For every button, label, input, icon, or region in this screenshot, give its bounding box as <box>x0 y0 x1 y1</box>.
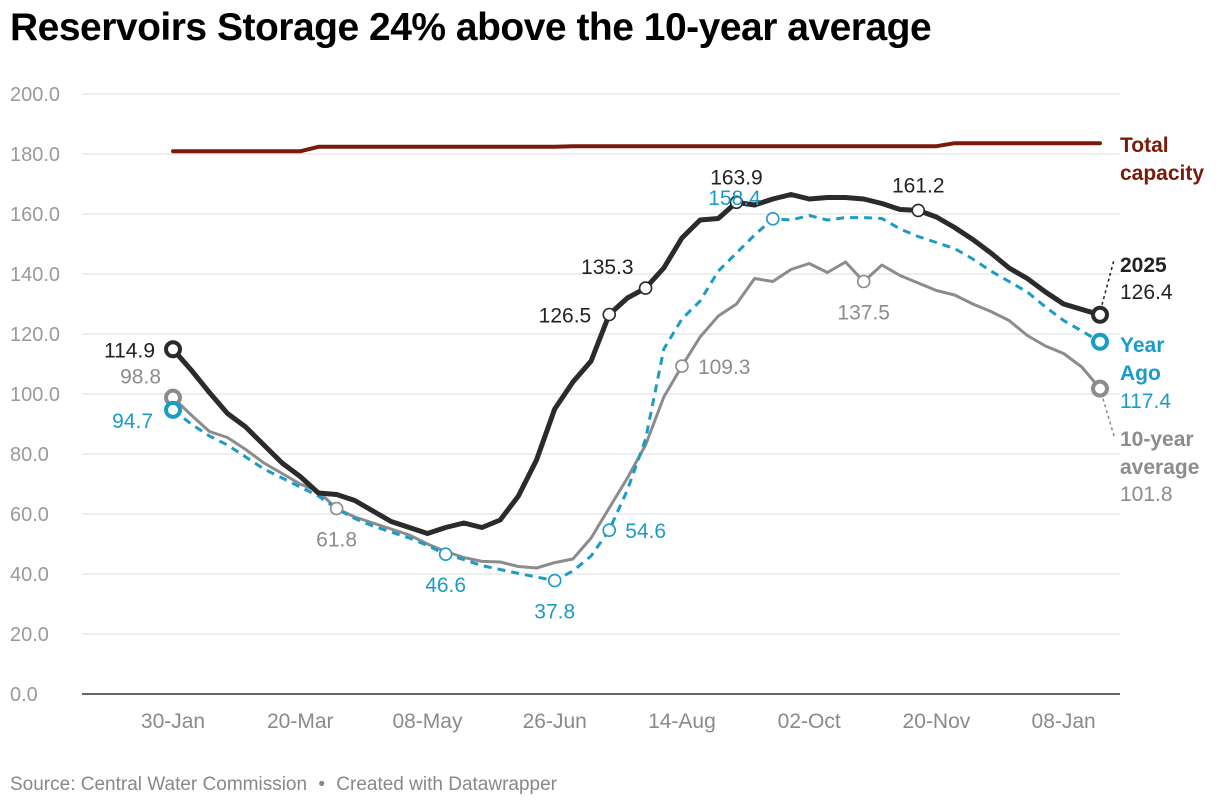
ten_year-marker <box>329 501 344 516</box>
annotations: 98.861.8109.3137.594.746.637.854.6158.41… <box>104 134 1204 624</box>
ten_year-line <box>171 260 1102 570</box>
series-name-label: average <box>1120 456 1199 479</box>
series-end-value: 101.8 <box>1120 483 1173 506</box>
leader-line <box>1102 398 1115 437</box>
x-tick-label: 08-May <box>392 710 463 733</box>
year_ago-marker <box>1091 332 1109 351</box>
y-tick-label: 80.0 <box>10 444 49 466</box>
series-markers <box>164 195 1109 588</box>
leader-line <box>1101 259 1115 305</box>
capacity-line <box>171 141 1102 154</box>
ten_year-value-label: 137.5 <box>837 302 890 325</box>
current-value-label: 135.3 <box>581 256 634 279</box>
series-end-value: 117.4 <box>1120 390 1171 413</box>
series-name-label: 2025 <box>1120 254 1167 277</box>
year_ago-marker <box>438 547 453 562</box>
y-tick-label: 160.0 <box>10 204 60 226</box>
current-line <box>170 192 1103 536</box>
chart-title: Reservoirs Storage 24% above the 10-year… <box>10 6 932 49</box>
y-tick-label: 60.0 <box>10 504 49 526</box>
y-tick-label: 140.0 <box>10 264 60 286</box>
y-tick-label: 100.0 <box>10 384 60 406</box>
credit-link[interactable]: Created with Datawrapper <box>336 774 557 795</box>
year_ago-value-label: 158.4 <box>708 187 761 210</box>
y-tick-label: 0.0 <box>10 684 38 706</box>
year_ago-line <box>172 214 1101 583</box>
x-tick-label: 30-Jan <box>141 710 205 733</box>
ten_year-value-label: 109.3 <box>698 356 751 379</box>
x-tick-label: 26-Jun <box>523 710 587 733</box>
current-marker <box>1091 305 1109 324</box>
y-axis-ticks: 0.0 20.0 40.0 60.0 80.0 100.0 120.0 140.0 160.0 1… <box>10 84 60 706</box>
x-tick-label: 20-Mar <box>267 710 334 733</box>
year_ago-value-label: 46.6 <box>425 574 466 597</box>
series-end-value: 126.4 <box>1120 281 1173 304</box>
year_ago-marker <box>547 573 562 588</box>
current-marker <box>911 203 926 218</box>
current-marker <box>164 340 182 359</box>
year_ago-marker <box>766 212 780 226</box>
gridlines <box>82 93 1120 695</box>
year_ago-marker <box>164 400 182 419</box>
x-tick-label: 14-Aug <box>648 710 716 733</box>
ten_year-marker <box>1091 379 1109 398</box>
line-chart: 0.0 20.0 40.0 60.0 80.0 100.0 120.0 140.0 160.0 1… <box>10 84 1204 733</box>
x-tick-label: 20-Nov <box>903 710 971 733</box>
series-name-label: Year <box>1120 334 1164 357</box>
ten_year-value-label: 98.8 <box>120 366 161 389</box>
current-value-label: 161.2 <box>892 174 945 197</box>
ten_year-marker <box>856 274 871 289</box>
y-tick-label: 120.0 <box>10 324 60 346</box>
current-value-label: 126.5 <box>539 305 592 328</box>
current-value-label: 163.9 <box>710 166 763 189</box>
year_ago-value-label: 94.7 <box>112 410 153 433</box>
footer: Source: Central Water Commission • Creat… <box>10 774 557 796</box>
x-tick-label: 08-Jan <box>1032 710 1096 733</box>
ten_year-value-label: 61.8 <box>316 529 357 552</box>
current-value-label: 114.9 <box>104 339 155 362</box>
y-tick-label: 40.0 <box>10 564 49 586</box>
source-note: Source: Central Water Commission <box>10 774 308 795</box>
y-tick-label: 180.0 <box>10 144 60 166</box>
series-name-label: Ago <box>1120 362 1161 385</box>
year_ago-value-label: 37.8 <box>534 601 575 624</box>
x-axis-ticks: 30-Jan 20-Mar 08-May 26-Jun 14-Aug 02-Oct 20-N… <box>141 710 1096 733</box>
current-marker <box>638 281 653 295</box>
year_ago-value-label: 54.6 <box>625 520 666 543</box>
ten_year-marker <box>675 359 689 373</box>
footer-separator: • <box>318 774 325 795</box>
year_ago-marker <box>602 523 617 538</box>
series-name-label: capacity <box>1120 162 1204 185</box>
current-marker <box>729 195 744 210</box>
y-tick-label: 20.0 <box>10 624 49 646</box>
x-tick-label: 02-Oct <box>778 710 841 733</box>
series-lines <box>170 141 1103 583</box>
current-marker <box>602 307 617 322</box>
series-name-label: Total <box>1120 134 1169 157</box>
series-name-label: 10-year <box>1120 428 1194 451</box>
y-tick-label: 200.0 <box>10 84 60 106</box>
